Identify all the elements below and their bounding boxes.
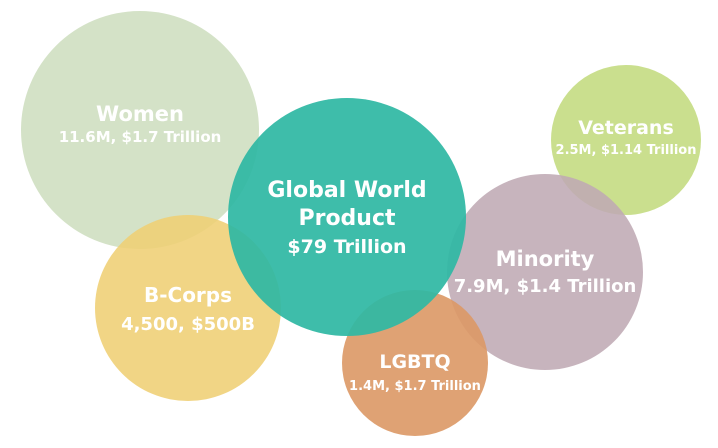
bubble-women-circle: [21, 11, 259, 249]
bubble-b-corps-circle: [95, 215, 281, 401]
bubble-b-corps-subtitle: 4,500, $500B: [121, 314, 255, 335]
bubble-lgbtq-subtitle: 1.4M, $1.7 Trillion: [349, 379, 481, 394]
bubble-veterans-title: Veterans: [578, 117, 674, 139]
bubble-veterans: Veterans 2.5M, $1.14 Trillion: [551, 65, 701, 215]
bubble-lgbtq-title: LGBTQ: [379, 351, 450, 373]
bubble-minority-subtitle: 7.9M, $1.4 Trillion: [454, 276, 637, 297]
bubble-global-title-line2: Product: [298, 206, 396, 231]
bubble-women: Women 11.6M, $1.7 Trillion: [21, 11, 259, 249]
bubble-women-title: Women: [96, 102, 184, 126]
bubble-global-subtitle: $79 Trillion: [287, 236, 406, 258]
bubble-global-circle: [228, 98, 466, 336]
bubble-veterans-circle: [551, 65, 701, 215]
bubble-global-title-line1: Global World: [267, 178, 426, 203]
bubble-b-corps-title: B-Corps: [144, 283, 232, 307]
bubble-women-subtitle: 11.6M, $1.7 Trillion: [59, 128, 222, 146]
bubble-minority-title: Minority: [496, 247, 595, 271]
bubble-minority-circle: [447, 174, 643, 370]
bubble-minority: Minority 7.9M, $1.4 Trillion: [447, 174, 643, 370]
bubble-global-world-product: Global World Product $79 Trillion: [228, 98, 466, 336]
bubble-veterans-subtitle: 2.5M, $1.14 Trillion: [556, 143, 697, 158]
bubble-b-corps: B-Corps 4,500, $500B: [95, 215, 281, 401]
